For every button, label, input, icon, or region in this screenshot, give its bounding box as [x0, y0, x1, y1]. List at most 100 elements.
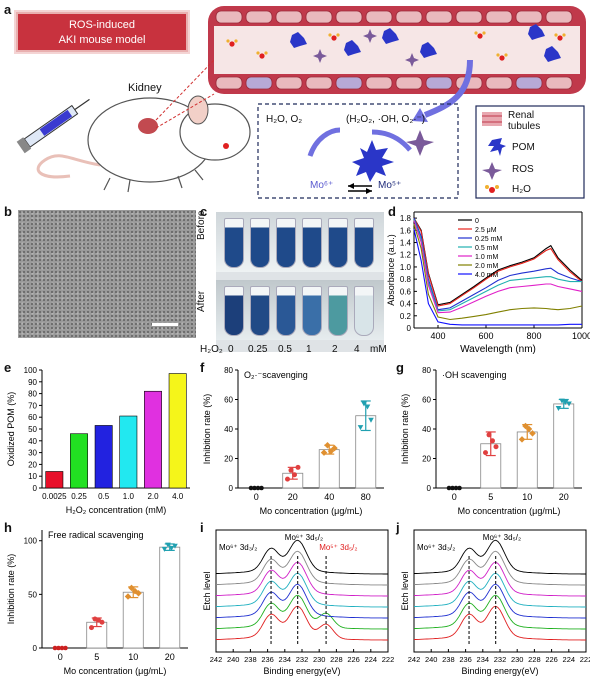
data-point: [165, 542, 171, 548]
pom-particle: [544, 46, 561, 62]
tubule-cell: [395, 76, 423, 90]
xps-curve: [414, 539, 586, 575]
data-point: [493, 444, 499, 450]
y-tick-label: 90: [28, 378, 37, 387]
syringe-icon: [16, 98, 90, 154]
conc-5: 4: [354, 344, 360, 355]
series-line: [413, 220, 583, 314]
y-tick-label: 40: [224, 425, 233, 434]
xps-curve: [414, 605, 586, 641]
x-axis-title: Mo concentration (μg/mL): [260, 506, 363, 516]
y-tick-label: 100: [24, 366, 38, 375]
before-label: Before: [196, 210, 207, 240]
series-line: [413, 219, 582, 312]
xps-curve: [216, 572, 388, 608]
tubule-cell: [305, 76, 333, 90]
y-tick-label: 1.8: [400, 214, 412, 223]
tube: [224, 286, 244, 336]
series-line: [413, 224, 583, 321]
y-tick-label: 0: [33, 644, 38, 653]
data-point: [56, 645, 61, 651]
data-point: [320, 449, 328, 456]
tube: [224, 218, 244, 268]
tube: [276, 286, 296, 336]
photo-tubes: [216, 212, 384, 352]
y-axis-title: Etch level: [400, 571, 410, 610]
model-label-line2: AKI mouse model: [58, 34, 146, 46]
water-molecule: [557, 35, 563, 41]
bar: [168, 373, 187, 489]
data-point: [135, 590, 142, 597]
x-tick-label: 224: [365, 655, 378, 664]
y-tick-label: 80: [224, 366, 233, 375]
y-tick-label: 20: [224, 455, 233, 464]
h2o2-label: H₂O₂: [200, 344, 223, 355]
chart-j-xps: 242 240 238 236 234 232 230 228 226 224 222 Mo⁶⁺ 3d…: [400, 529, 590, 676]
x-tick-label: 234: [279, 655, 292, 664]
y-tick-label: 60: [422, 396, 431, 405]
xps-curve: [414, 561, 586, 597]
x-tick-label: 242: [408, 655, 421, 664]
x-tick-label: 1000: [572, 331, 590, 341]
tubule-cell: [485, 10, 513, 24]
pom-cluster-icon: [352, 140, 394, 182]
legend-renal-line1: Renal: [508, 110, 535, 121]
pom-particle: [382, 28, 399, 44]
x-tick-label: 224: [563, 655, 576, 664]
pom-particle: [290, 32, 307, 48]
panel-label-f: f: [200, 360, 205, 375]
y-tick-label: 1.0: [400, 263, 412, 272]
data-point: [562, 400, 569, 406]
x-axis-title: Mo concentration (μg/mL): [64, 666, 167, 676]
tube: [250, 286, 270, 336]
annotation: Mo⁵⁺ 3d₅/₂: [319, 543, 357, 552]
x-tick-label: 228: [528, 655, 541, 664]
x-axis-title: Wavelength (nm): [460, 344, 536, 355]
panel-label-g: g: [396, 360, 404, 375]
x-axis-title: Binding energy(eV): [263, 666, 340, 676]
after-row: [216, 280, 384, 340]
y-axis-title: Inhibition rate (%): [6, 554, 16, 625]
ros-particle: [363, 29, 377, 43]
before-row: [216, 212, 384, 272]
data-point: [566, 401, 572, 407]
y-tick-label: 40: [28, 437, 37, 446]
x-tick-label: 222: [580, 655, 590, 664]
data-point: [285, 476, 290, 482]
x-tick-label: 400: [430, 331, 445, 341]
data-point: [457, 485, 462, 491]
x-tick-label: 238: [442, 655, 455, 664]
data-point: [172, 543, 178, 549]
conc-2: 0.5: [278, 344, 292, 355]
water-molecule: [229, 41, 235, 47]
tubule-cell: [245, 76, 273, 90]
data-point: [248, 485, 254, 491]
x-tick-label: 236: [459, 655, 472, 664]
x-tick-label: 2.0: [147, 492, 159, 501]
y-tick-label: 70: [28, 401, 37, 410]
data-point: [368, 417, 374, 423]
x-tick-label: 1.0: [123, 492, 135, 501]
tubule-cell: [275, 76, 303, 90]
x-tick-label: 230: [511, 655, 524, 664]
chart-title: O₂·⁻scavenging: [244, 370, 308, 380]
ros-icon: [482, 162, 502, 180]
data-point: [161, 546, 168, 552]
x-tick-label: 80: [361, 492, 371, 502]
scale-bar: [152, 323, 178, 326]
bar: [45, 471, 64, 489]
y-tick-label: 1.2: [400, 251, 412, 260]
water-h: [554, 33, 558, 37]
data-point: [89, 625, 94, 631]
x-tick-label: 236: [261, 655, 274, 664]
panel-label-i: i: [200, 520, 204, 535]
bar: [70, 433, 88, 489]
tubule-cell: [365, 76, 393, 90]
data-point: [63, 645, 68, 651]
x-axis-title: Binding energy(eV): [461, 666, 538, 676]
panel-label-a: a: [4, 2, 12, 17]
x-tick-label: 228: [330, 655, 343, 664]
data-point: [252, 485, 257, 491]
tubule-cell: [485, 76, 513, 90]
xps-curve: [216, 583, 388, 619]
